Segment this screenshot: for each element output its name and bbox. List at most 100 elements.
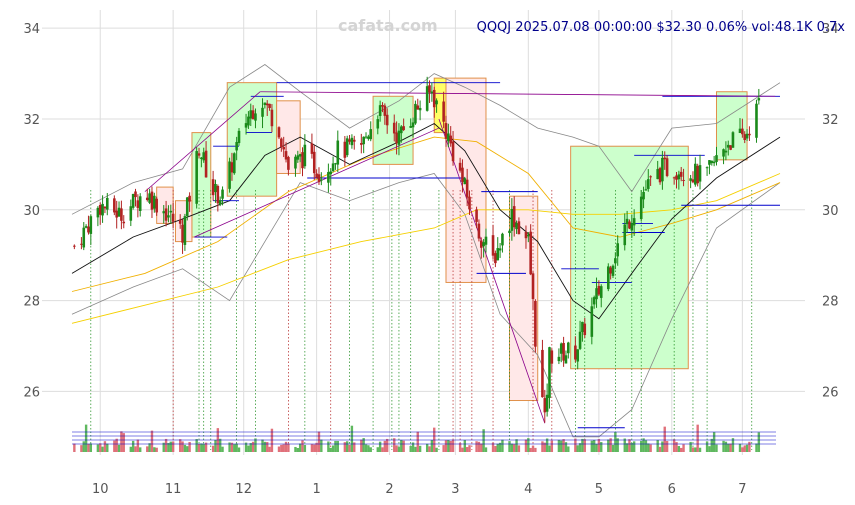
candle-body <box>87 226 90 233</box>
candle-body <box>656 169 659 180</box>
volume-bar <box>592 440 596 452</box>
candle-body <box>287 157 290 170</box>
candle-body <box>625 218 629 225</box>
candle-body <box>400 126 403 134</box>
volume-bar <box>327 441 330 452</box>
volume-bar <box>543 442 546 452</box>
candle-body <box>414 103 417 124</box>
volume-bar <box>418 445 422 452</box>
volume-bar <box>614 431 617 452</box>
volume-bar <box>609 438 612 452</box>
candle-body <box>282 146 285 150</box>
candle-body <box>548 347 551 398</box>
candle-body <box>606 266 610 290</box>
candle-body <box>345 138 349 156</box>
volume-bar <box>383 440 387 452</box>
volume-bar <box>402 440 405 452</box>
candle-body <box>369 129 373 140</box>
candle-body <box>741 128 744 135</box>
volume-bar <box>513 444 516 452</box>
volume-bar <box>689 441 692 452</box>
band-lower-line <box>71 173 781 438</box>
volume-bar <box>101 446 104 452</box>
candle-body <box>89 216 93 234</box>
y-tick-label-left: 32 <box>23 113 40 128</box>
volume-bar <box>249 443 252 452</box>
volume-bar <box>87 443 90 452</box>
candle-body <box>696 165 699 184</box>
candle-body <box>211 179 215 196</box>
candle-body <box>171 213 175 222</box>
volume-bar <box>496 443 499 452</box>
volume-bar <box>96 444 100 452</box>
volume-bar <box>663 426 666 452</box>
candle-body <box>616 243 620 257</box>
volume-bar <box>425 443 429 452</box>
candle-body <box>294 156 297 169</box>
volume-bar <box>381 447 384 452</box>
candle-body <box>731 132 735 148</box>
volume-bar <box>251 441 255 452</box>
candle-body <box>574 345 577 360</box>
candle-body <box>710 160 714 164</box>
x-tick-label: 12 <box>235 482 252 497</box>
candle-body <box>303 144 307 167</box>
volume-bar <box>315 442 318 452</box>
volume-bar <box>146 446 149 452</box>
volume-bar <box>385 438 389 452</box>
candle-body <box>679 171 683 177</box>
candle-body <box>644 189 648 191</box>
x-tick-label: 4 <box>524 482 532 497</box>
volume-bar <box>524 439 528 452</box>
grid <box>42 10 805 455</box>
candle-body <box>510 208 514 231</box>
volume-bar <box>738 443 742 452</box>
volume-bar <box>270 428 274 452</box>
candle-body <box>312 151 316 174</box>
volume-bar <box>362 438 365 452</box>
volume-bar <box>268 446 271 452</box>
volume-bar <box>376 447 379 452</box>
candle-body <box>364 136 368 138</box>
volume-bar <box>484 447 488 452</box>
pattern-box <box>570 145 689 370</box>
volume-bar <box>480 443 483 452</box>
volume-bar <box>491 442 495 452</box>
volume-bar <box>682 444 685 452</box>
band-upper-line <box>71 64 781 215</box>
volume-bar <box>548 445 551 452</box>
volume-bar <box>235 443 238 452</box>
volume-bar <box>103 441 107 452</box>
candle-body <box>672 177 676 179</box>
volume-bar <box>494 446 497 452</box>
volume-bar <box>221 446 224 452</box>
candle-body <box>381 104 384 107</box>
volume-bar <box>320 439 323 452</box>
volume-bar <box>348 444 351 452</box>
volume-bar <box>214 439 217 452</box>
candle-body <box>383 105 387 116</box>
candle-body <box>188 195 191 202</box>
candle-body <box>334 163 337 165</box>
candle-body <box>221 189 224 199</box>
candle-body <box>249 110 253 119</box>
volume-bar <box>729 443 732 452</box>
volume-bar <box>171 441 175 452</box>
volume-bar <box>644 440 648 452</box>
volume-bar <box>517 445 521 452</box>
volume-bar <box>458 443 462 452</box>
candle-body <box>348 139 351 142</box>
candle-body <box>722 149 725 157</box>
volume-bar <box>501 439 504 452</box>
volume-bar <box>395 445 398 452</box>
candle-body <box>98 204 102 215</box>
volume-bar <box>649 444 652 452</box>
y-tick-label-left: 30 <box>23 204 40 219</box>
candle-body <box>96 207 100 218</box>
x-tick-label: 1 <box>312 482 320 497</box>
candle-body <box>117 207 121 217</box>
candle-body <box>630 223 634 231</box>
candle-body <box>115 210 118 218</box>
volume-bar <box>731 438 735 452</box>
candle-body <box>543 398 547 413</box>
